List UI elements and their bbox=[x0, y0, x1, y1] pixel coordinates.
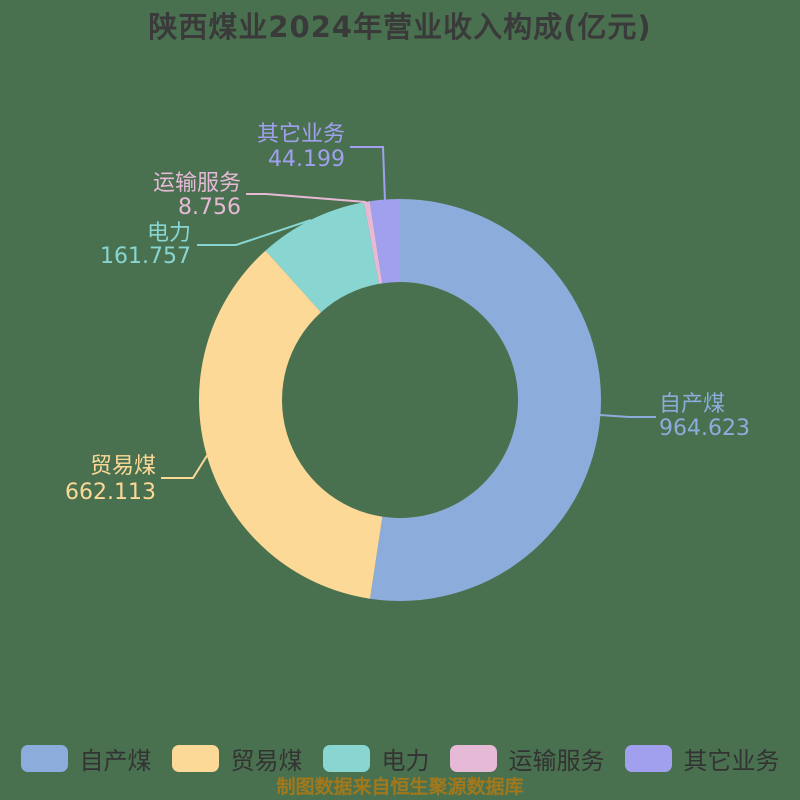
slice-label-name-transport-service: 运输服务 bbox=[153, 171, 241, 196]
slice-label-name-self-produced-coal: 自产煤 bbox=[659, 392, 725, 417]
slice-label-name-trade-coal: 贸易煤 bbox=[90, 454, 156, 479]
legend-label-self-produced-coal: 自产煤 bbox=[79, 747, 152, 775]
pie-slice-other-business[interactable] bbox=[369, 199, 400, 284]
slice-label-name-other-business: 其它业务 bbox=[257, 122, 345, 147]
legend-swatch-self-produced-coal bbox=[20, 745, 68, 772]
legend-label-trade-coal: 贸易煤 bbox=[230, 747, 303, 775]
legend: 自产煤 贸易煤 电力 运输服务 其它业务 bbox=[0, 741, 800, 776]
legend-item-trade-coal[interactable]: 贸易煤 bbox=[171, 741, 303, 776]
pie-slice-self-produced-coal[interactable] bbox=[370, 199, 602, 601]
label-line-self-produced-coal bbox=[599, 414, 656, 418]
legend-item-electricity[interactable]: 电力 bbox=[322, 741, 430, 776]
slice-label-value-self-produced-coal: 964.623 bbox=[659, 416, 750, 441]
chart-title: 陕西煤业2024年营业收入构成(亿元) bbox=[148, 10, 652, 44]
label-line-electricity bbox=[197, 219, 312, 246]
legend-swatch-transport-service bbox=[449, 745, 497, 772]
label-line-trade-coal bbox=[161, 453, 209, 479]
label-line-other-business bbox=[350, 146, 386, 203]
legend-swatch-electricity bbox=[322, 745, 370, 772]
legend-swatch-trade-coal bbox=[171, 745, 219, 772]
pie-slice-trade-coal[interactable] bbox=[199, 250, 383, 599]
legend-item-other-business[interactable]: 其它业务 bbox=[624, 741, 780, 776]
label-line-transport-service bbox=[246, 193, 367, 203]
pie-slice-electricity[interactable] bbox=[265, 202, 379, 313]
legend-label-other-business: 其它业务 bbox=[683, 747, 780, 775]
legend-item-self-produced-coal[interactable]: 自产煤 bbox=[20, 741, 152, 776]
pie-slice-transport-service[interactable] bbox=[363, 201, 383, 284]
slice-label-value-other-business: 44.199 bbox=[268, 147, 345, 172]
data-source-note: 制图数据来自恒生聚源数据库 bbox=[276, 776, 524, 798]
slice-label-name-electricity: 电力 bbox=[147, 221, 191, 246]
slice-label-value-trade-coal: 662.113 bbox=[65, 480, 156, 505]
legend-label-transport-service: 运输服务 bbox=[508, 747, 605, 775]
slice-label-value-transport-service: 8.756 bbox=[178, 195, 241, 220]
slice-label-value-electricity: 161.757 bbox=[100, 244, 191, 269]
legend-swatch-other-business bbox=[624, 745, 672, 772]
legend-item-transport-service[interactable]: 运输服务 bbox=[449, 741, 605, 776]
legend-label-electricity: 电力 bbox=[381, 747, 430, 775]
